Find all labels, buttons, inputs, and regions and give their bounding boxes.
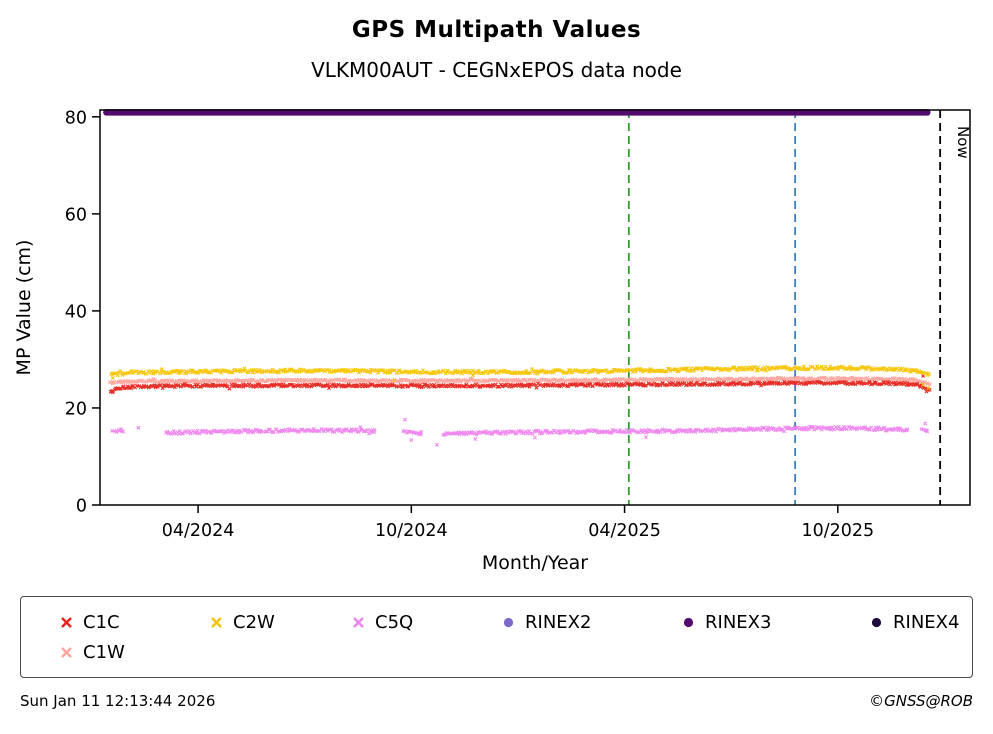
y-tick-label: 60: [65, 205, 87, 225]
x-tick-label: 04/2025: [588, 521, 661, 541]
legend-item-rinex2: RINEX2: [501, 612, 681, 633]
x-marker-icon: [61, 616, 72, 628]
series-C2W-points: [109, 364, 932, 391]
y-tick-label: 80: [65, 108, 87, 128]
legend-item-c1w: C1W: [59, 642, 209, 663]
legend: C1C C2W C5Q RINEX2 RINEX3 RINEX4 C1W: [20, 596, 973, 678]
plot-frame: [99, 109, 971, 506]
series-C1W-points: [107, 375, 932, 387]
x-marker-icon: [61, 646, 72, 658]
legend-label: RINEX3: [705, 611, 772, 633]
legend-label: C2W: [233, 611, 275, 633]
chart-title: GPS Multipath Values: [351, 17, 642, 43]
y-tick-label: 0: [76, 497, 87, 517]
series-C5Q-points: [110, 417, 930, 447]
multipath-chart: Now 0 20 40 60 80 04/2024 10/2024 04/2025 10/2025…: [13, 108, 972, 574]
y-tick-label: 40: [65, 302, 87, 322]
x-tick-label: 10/2024: [375, 521, 448, 541]
generation-timestamp: Sun Jan 11 12:13:44 2026: [20, 692, 216, 710]
x-tick-label: 04/2024: [162, 521, 235, 541]
credit-text: ©GNSS@ROB: [869, 692, 973, 710]
now-label: Now: [954, 126, 972, 159]
x-axis-label: Month/Year: [482, 552, 588, 574]
dot-marker-icon: [683, 617, 694, 627]
legend-label: C5Q: [375, 611, 414, 633]
legend-label: C1C: [83, 611, 120, 633]
legend-label: C1W: [83, 641, 125, 663]
dot-marker-icon: [871, 617, 882, 627]
x-marker-icon: [353, 616, 364, 628]
legend-label: RINEX2: [525, 611, 592, 633]
chart-subtitle: VLKM00AUT - CEGNxEPOS data node: [311, 58, 682, 82]
legend-item-rinex4: RINEX4: [869, 612, 972, 633]
legend-item-c2w: C2W: [209, 612, 351, 633]
x-marker-icon: [211, 616, 222, 628]
y-axis-label: MP Value (cm): [13, 240, 35, 376]
y-tick-label: 20: [65, 399, 87, 419]
series-C1C-points: [108, 373, 932, 395]
legend-item-rinex3: RINEX3: [681, 612, 869, 633]
legend-label: RINEX4: [893, 611, 960, 633]
legend-item-c5q: C5Q: [351, 612, 501, 633]
x-tick-label: 10/2025: [801, 521, 874, 541]
legend-item-c1c: C1C: [59, 612, 209, 633]
dot-marker-icon: [503, 617, 514, 627]
